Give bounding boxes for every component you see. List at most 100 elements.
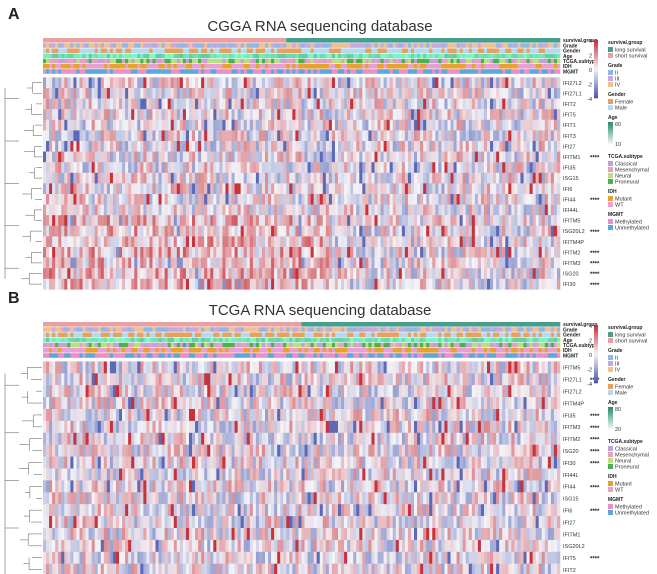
annotation-cell [52,58,56,64]
heatmap-cell [79,215,83,226]
heatmap-cell [195,236,199,248]
heatmap-cell [386,109,390,120]
heatmap-cell [164,130,168,142]
annotation-cell [292,64,296,69]
heatmap-cell [325,98,330,110]
annotation-cell [100,38,105,43]
heatmap-cell [70,88,74,99]
annotation-cell [249,58,254,64]
annotation-cell [541,38,546,43]
annotation-cell [371,327,375,332]
annotation-cell [383,48,387,53]
annotation-cell [514,64,518,69]
heatmap-cell [417,278,421,290]
heatmap-cell [538,88,543,99]
heatmap-cell [523,268,527,279]
heatmap-cell [204,225,208,237]
heatmap-cell [347,162,351,173]
heatmap-cell [341,88,345,99]
annotation-cell [392,327,397,332]
annotation-cell [261,58,266,64]
heatmap-cell [465,130,470,142]
gene-label: IFI44L [563,208,579,214]
annotation-cell [198,38,202,43]
heatmap-cell [544,119,549,131]
heatmap-cell [529,268,533,279]
heatmap-cell [109,77,114,89]
annotation-cell [106,69,111,74]
heatmap-cell [496,204,500,216]
annotation-cell [219,43,223,48]
heatmap-cell [553,215,558,226]
annotation-cell [331,38,336,43]
heatmap-cell [368,194,372,205]
heatmap-cell [243,98,248,110]
heatmap-cell [152,77,156,89]
heatmap-cell [420,162,424,173]
heatmap-cell [261,77,266,89]
heatmap-cell [398,98,403,110]
heatmap-cell [204,172,208,184]
annotation-cell [277,322,281,327]
annotation-cell [556,53,561,59]
heatmap-cell [316,194,321,205]
heatmap-cell [292,109,296,120]
heatmap-cell [182,77,187,89]
heatmap-cell [274,98,278,110]
heatmap-cell [100,215,105,226]
annotation-cell [246,64,251,69]
heatmap-cell [520,109,524,120]
heatmap-cell [377,88,381,99]
heatmap-cell [532,88,536,99]
annotation-cell [371,322,375,327]
heatmap-cell [441,194,445,205]
annotation-cell [395,64,400,69]
annotation-cell [426,48,430,53]
heatmap-cell [347,194,351,205]
annotation-cell [179,53,184,59]
annotation-cell [502,69,506,74]
heatmap-cell [535,151,540,163]
annotation-cell [331,48,336,53]
annotation-cell [277,64,281,69]
heatmap-cell [58,215,62,226]
heatmap-cell [258,183,263,195]
annotation-track-label: Gender [563,49,581,55]
annotation-cell [119,38,123,43]
heatmap-cell [67,162,71,173]
heatmap-cell [508,204,512,216]
annotation-cell [234,322,238,327]
annotation-cell [70,38,74,43]
heatmap-cell [240,247,245,258]
heatmap-cell [404,77,409,89]
heatmap-cell [496,141,500,152]
heatmap-cell [52,172,56,184]
annotation-cell [192,58,196,64]
heatmap-cell [207,151,211,163]
heatmap-cell [252,172,257,184]
heatmap-cell [228,268,232,279]
heatmap-cell [225,151,229,163]
annotation-cell [520,58,524,64]
heatmap-cell [274,236,278,248]
annotation-cell [292,69,296,74]
heatmap-cell [395,98,400,110]
annotation-cell [496,38,500,43]
annotation-cell [438,38,442,43]
annotation-cell [410,322,415,327]
annotation-cell [91,58,95,64]
heatmap-cell [216,172,220,184]
heatmap-cell [325,278,330,290]
annotation-cell [325,43,330,48]
annotation-cell [511,43,515,48]
annotation-cell [380,58,384,64]
heatmap-cell [505,236,509,248]
heatmap-cell [429,88,433,99]
heatmap-cell [423,130,427,142]
heatmap-cell [268,98,272,110]
heatmap-cell [541,247,546,258]
annotation-cell [161,327,165,332]
heatmap-cell [344,215,348,226]
heatmap-cell [67,268,71,279]
annotation-cell [164,327,168,332]
